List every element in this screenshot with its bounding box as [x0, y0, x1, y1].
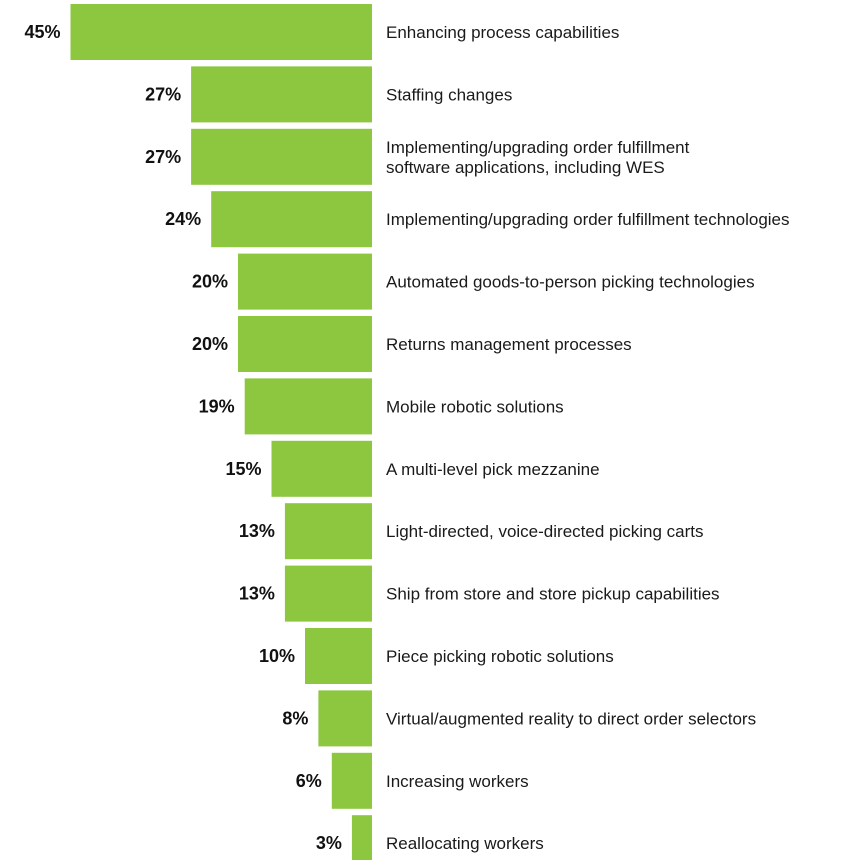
- bar: [331, 752, 372, 809]
- bar-value-label: 8%: [282, 708, 308, 728]
- category-label-line: Staffing changes: [386, 85, 512, 104]
- category-label-line: Reallocating workers: [386, 834, 544, 853]
- category-label: Implementing/upgrading order fulfillment…: [386, 210, 790, 229]
- bar: [318, 690, 372, 747]
- bar-value-label: 20%: [192, 334, 228, 354]
- category-label-line: Implementing/upgrading order fulfillment: [386, 138, 690, 157]
- category-label: A multi-level pick mezzanine: [386, 460, 600, 479]
- category-label-line: software applications, including WES: [386, 158, 665, 177]
- category-label: Mobile robotic solutions: [386, 397, 564, 416]
- bar-value-label: 6%: [296, 771, 322, 791]
- bar: [284, 503, 372, 560]
- category-label: Piece picking robotic solutions: [386, 647, 614, 666]
- category-label-line: Returns management processes: [386, 335, 632, 354]
- category-label-line: Piece picking robotic solutions: [386, 647, 614, 666]
- bar: [70, 4, 372, 60]
- category-label: Ship from store and store pickup capabil…: [386, 585, 720, 604]
- bar: [305, 628, 372, 684]
- bar: [238, 316, 372, 372]
- category-label-line: Virtual/augmented reality to direct orde…: [386, 709, 756, 728]
- category-label-line: Enhancing process capabilities: [386, 23, 619, 42]
- category-label: Enhancing process capabilities: [386, 23, 619, 42]
- category-label-line: A multi-level pick mezzanine: [386, 460, 600, 479]
- bar: [211, 191, 372, 248]
- bar: [238, 253, 372, 310]
- category-label: Virtual/augmented reality to direct orde…: [386, 709, 756, 728]
- category-label-line: Automated goods-to-person picking techno…: [386, 273, 755, 292]
- bar-value-label: 19%: [199, 396, 235, 416]
- bar-value-label: 10%: [259, 646, 295, 666]
- category-label-line: Light-directed, voice-directed picking c…: [386, 522, 703, 541]
- bar: [191, 66, 372, 123]
- category-label-line: Ship from store and store pickup capabil…: [386, 585, 720, 604]
- category-label: Light-directed, voice-directed picking c…: [386, 522, 703, 541]
- bar-value-label: 15%: [225, 459, 261, 479]
- bar: [351, 815, 372, 860]
- bar-value-label: 13%: [239, 584, 275, 604]
- category-label: Returns management processes: [386, 335, 632, 354]
- bar-value-label: 13%: [239, 521, 275, 541]
- bar-value-label: 27%: [145, 84, 181, 104]
- bar: [244, 378, 372, 435]
- bar: [271, 440, 372, 497]
- bar-value-label: 45%: [24, 22, 60, 42]
- bar-value-label: 20%: [192, 272, 228, 292]
- bar: [191, 128, 372, 185]
- category-label-line: Implementing/upgrading order fulfillment…: [386, 210, 790, 229]
- category-label: Automated goods-to-person picking techno…: [386, 273, 755, 292]
- bar-value-label: 27%: [145, 147, 181, 167]
- bar-value-label: 3%: [316, 833, 342, 853]
- category-label: Staffing changes: [386, 85, 512, 104]
- category-label: Increasing workers: [386, 772, 529, 791]
- category-label-line: Mobile robotic solutions: [386, 397, 564, 416]
- category-label: Reallocating workers: [386, 834, 544, 853]
- category-label: Implementing/upgrading order fulfillment…: [386, 138, 690, 177]
- category-label-line: Increasing workers: [386, 772, 529, 791]
- bar: [284, 565, 372, 622]
- bar-value-label: 24%: [165, 209, 201, 229]
